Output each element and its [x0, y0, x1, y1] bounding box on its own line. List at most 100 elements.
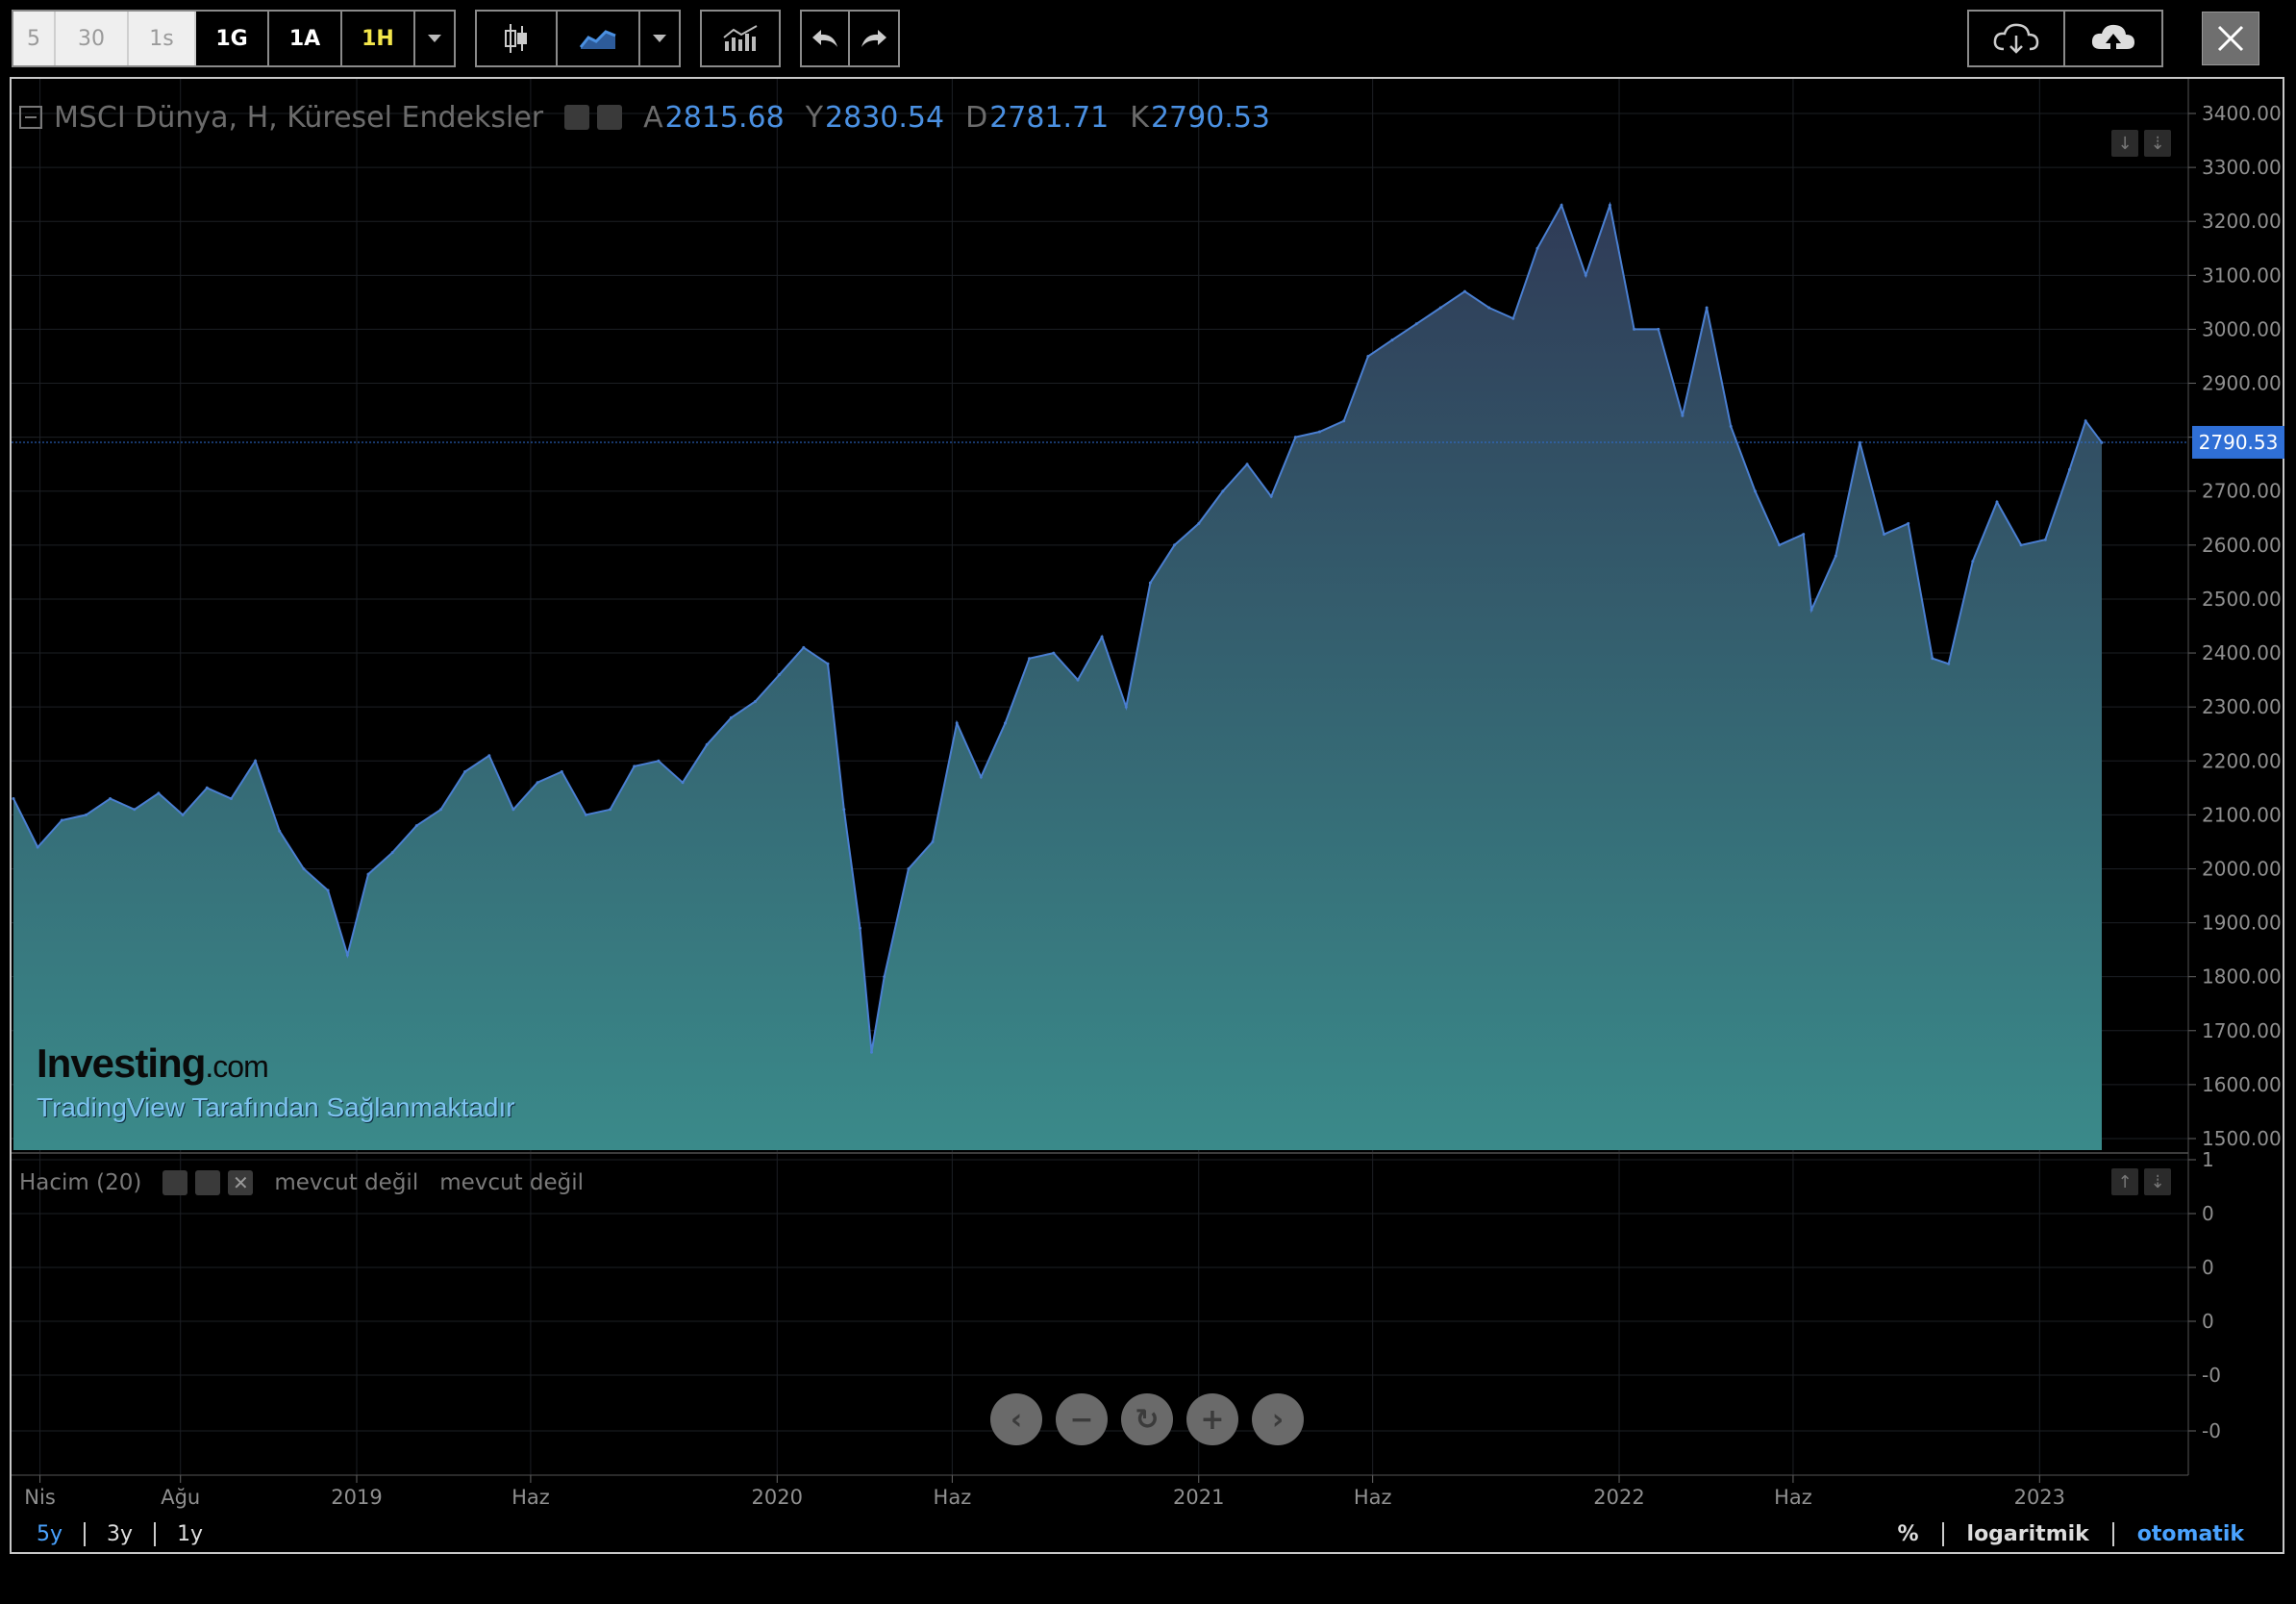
investing-logo: Investing.com: [37, 1040, 515, 1087]
data-point: [60, 818, 63, 822]
indicators-group: [700, 10, 781, 67]
data-point: [1753, 489, 1757, 493]
data-point: [1293, 436, 1297, 439]
scale-option[interactable]: otomatik: [2136, 1521, 2244, 1546]
data-point: [1414, 322, 1418, 326]
volume-axis[interactable]: 1 0 0 0 -0 -0: [2188, 1148, 2221, 1442]
price-tick-label: 2300.00: [2202, 695, 2282, 718]
volume-tick-label: 0: [2202, 1202, 2214, 1225]
scale-option[interactable]: logaritmik: [1944, 1521, 2114, 1546]
gear-icon[interactable]: [597, 105, 623, 130]
interval-button[interactable]: 1G: [196, 12, 269, 65]
data-point: [754, 700, 757, 703]
interval-button[interactable]: 30: [56, 12, 129, 65]
price-tick-label: 3000.00: [2202, 317, 2282, 340]
data-point: [2084, 419, 2087, 423]
candlestick-chart-button[interactable]: [477, 12, 558, 65]
volume-pane-controls: ↑ ⇣: [2111, 1168, 2171, 1195]
data-point: [1004, 721, 1007, 725]
interval-button[interactable]: 1s: [129, 12, 196, 65]
close-button[interactable]: [2202, 12, 2259, 65]
time-axis[interactable]: Nis Ağu 2019 Haz 2020 Haz 2021 Haz 2022 Haz 2023: [24, 1475, 2065, 1509]
data-point: [729, 715, 733, 719]
interval-button[interactable]: 1A: [269, 12, 342, 65]
chevron-down-icon: [653, 35, 666, 42]
scroll-right-button[interactable]: ›: [1252, 1393, 1304, 1445]
data-point: [1148, 581, 1152, 585]
data-point: [842, 808, 846, 812]
indicators-button[interactable]: [702, 12, 779, 65]
double-arrow-down-icon[interactable]: ⇣: [2144, 1168, 2171, 1195]
volume-value-2: mevcut değil: [439, 1170, 585, 1195]
data-points: [12, 203, 2104, 1054]
chevron-down-icon: [428, 35, 441, 42]
price-tick-label: 3400.00: [2202, 102, 2282, 125]
data-point: [326, 889, 330, 892]
time-tick-label: Haz: [512, 1486, 550, 1509]
arrow-down-icon[interactable]: ↓: [2111, 130, 2138, 157]
interval-group: 5 30 1s 1G 1A 1H: [12, 10, 456, 67]
data-point: [979, 775, 983, 779]
gear-icon[interactable]: [195, 1170, 221, 1195]
eye-icon[interactable]: [564, 105, 590, 130]
load-chart-button[interactable]: [1969, 12, 2065, 65]
interval-button[interactable]: 1H: [342, 12, 415, 65]
eye-icon[interactable]: [162, 1170, 188, 1195]
data-point: [1883, 533, 1886, 537]
history-group: [800, 10, 900, 67]
redo-icon: [861, 30, 886, 47]
double-arrow-down-icon[interactable]: ⇣: [2144, 130, 2171, 157]
arrow-up-icon[interactable]: ↑: [2111, 1168, 2138, 1195]
scale-option[interactable]: %: [1874, 1521, 1944, 1546]
data-point: [955, 721, 959, 725]
range-button[interactable]: 3y: [86, 1521, 157, 1546]
price-tick-label: 2100.00: [2202, 803, 2282, 826]
area-chart-button[interactable]: [558, 12, 640, 65]
data-point: [36, 845, 39, 849]
data-point: [1366, 355, 1370, 358]
indicators-icon: [723, 25, 758, 51]
data-point: [1124, 705, 1128, 709]
chart-type-dropdown[interactable]: [640, 12, 679, 65]
volume-tick-label: -0: [2202, 1364, 2221, 1387]
symbol-legend: MSCI Dünya, H, Küresel Endeksler A 2815.6…: [19, 98, 1270, 137]
data-point: [1245, 463, 1249, 466]
low-label: D: [965, 100, 988, 135]
save-chart-button[interactable]: [2065, 12, 2161, 65]
data-point: [12, 797, 15, 800]
zoom-out-button[interactable]: −: [1056, 1393, 1108, 1445]
data-point: [1511, 316, 1515, 320]
range-button[interactable]: 1y: [177, 1521, 204, 1546]
data-point: [1560, 203, 1563, 207]
price-tick-label: 1800.00: [2202, 965, 2282, 989]
data-point: [1809, 608, 1813, 612]
price-tick-label: 2700.00: [2202, 480, 2282, 503]
range-button[interactable]: 5y: [23, 1521, 87, 1546]
data-point: [181, 813, 185, 816]
data-point: [229, 797, 233, 800]
volume-tick-label: 0: [2202, 1256, 2214, 1279]
volume-title[interactable]: Hacim (20): [19, 1170, 142, 1195]
redo-button[interactable]: [850, 12, 898, 65]
price-axis[interactable]: 3400.00 3300.00 3200.00 3100.00 3000.00 2900.…: [2188, 102, 2282, 1150]
symbol-title[interactable]: MSCI Dünya, H, Küresel Endeksler: [54, 100, 544, 135]
data-point: [1487, 306, 1491, 310]
data-point: [512, 808, 515, 812]
data-point: [157, 791, 161, 795]
undo-button[interactable]: [802, 12, 850, 65]
price-tick-label: 3200.00: [2202, 210, 2282, 233]
interval-button[interactable]: 5: [13, 12, 56, 65]
price-pane-controls: ↓ ⇣: [2111, 130, 2171, 157]
reset-button[interactable]: ↻: [1121, 1393, 1173, 1445]
data-point: [802, 645, 806, 649]
zoom-in-button[interactable]: +: [1186, 1393, 1238, 1445]
collapse-icon[interactable]: [19, 106, 42, 129]
data-point: [109, 797, 112, 800]
provider-text: TradingView Tarafından Sağlanmaktadır: [37, 1092, 515, 1122]
last-price-label: 2790.53: [2199, 431, 2279, 454]
scroll-left-button[interactable]: ‹: [990, 1393, 1042, 1445]
close-value: 2790.53: [1150, 100, 1271, 135]
interval-dropdown[interactable]: [415, 12, 454, 65]
close-icon[interactable]: ✕: [228, 1170, 254, 1195]
